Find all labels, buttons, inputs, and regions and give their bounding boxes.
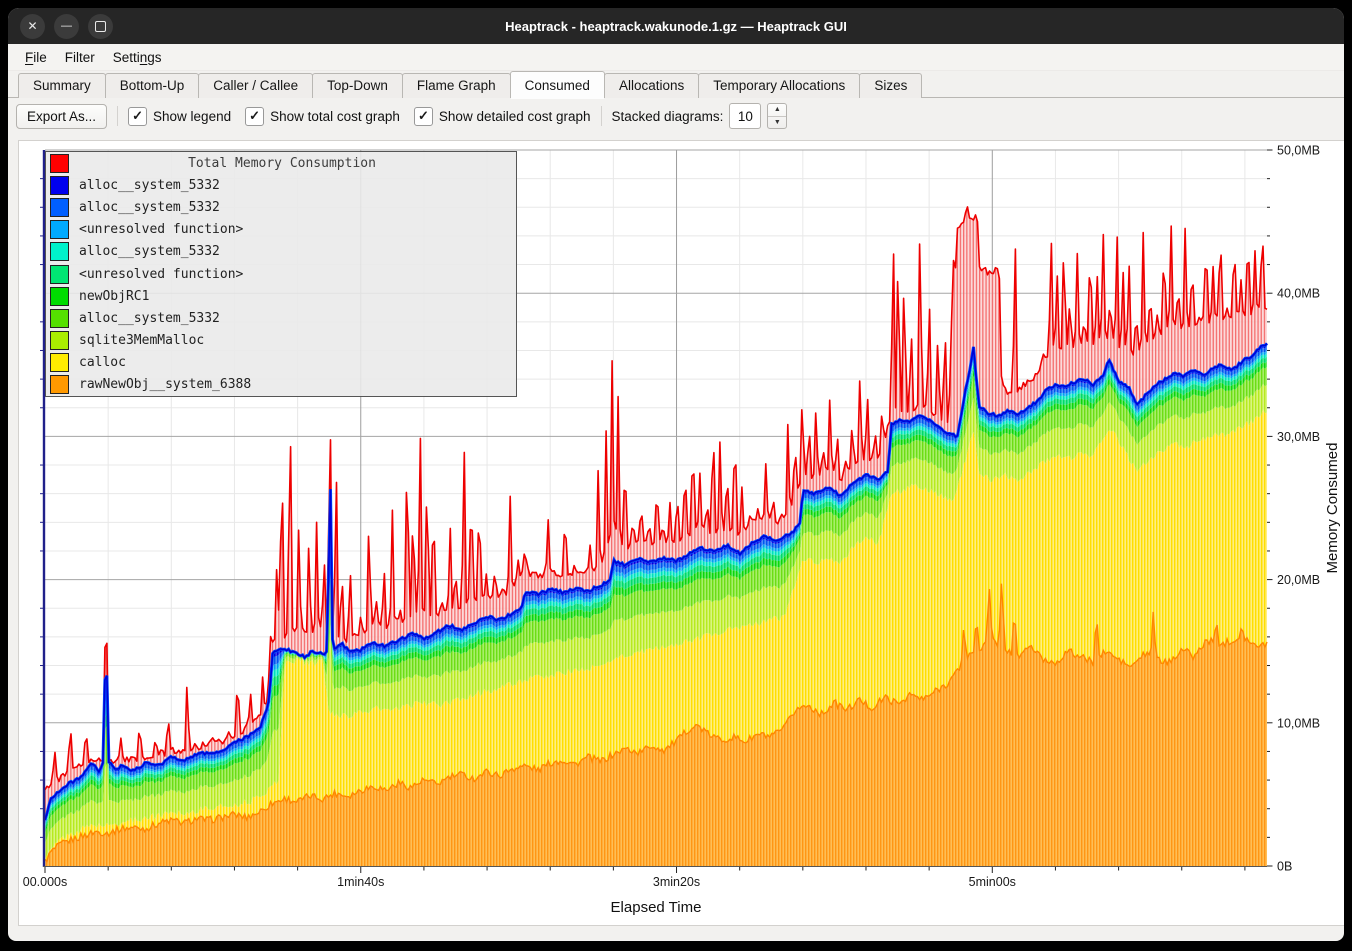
- legend-item: alloc__system_5332: [46, 307, 516, 329]
- x-tick-label: 1min40s: [337, 875, 384, 889]
- minimize-icon: —: [61, 21, 72, 32]
- tab-sizes[interactable]: Sizes: [859, 73, 922, 98]
- tab-bottom-up[interactable]: Bottom-Up: [105, 73, 200, 98]
- legend-label: alloc__system_5332: [79, 200, 220, 215]
- legend-item: alloc__system_5332: [46, 241, 516, 263]
- export-as-button[interactable]: Export As...: [16, 104, 107, 129]
- legend-title: Total Memory Consumption: [69, 156, 495, 171]
- tab-allocations[interactable]: Allocations: [604, 73, 699, 98]
- y-tick-label: 0B: [1277, 860, 1292, 874]
- checkbox-label: Show legend: [153, 109, 231, 124]
- legend-title-row: Total Memory Consumption: [46, 152, 516, 174]
- legend-swatch-icon: [50, 331, 69, 350]
- legend-swatch-icon: [50, 309, 69, 328]
- tab-flame-graph[interactable]: Flame Graph: [402, 73, 511, 98]
- app-window: ✕ — Heaptrack - heaptrack.wakunode.1.gz …: [8, 8, 1344, 941]
- legend-swatch-icon: [50, 242, 69, 261]
- legend-item: rawNewObj__system_6388: [46, 374, 516, 396]
- legend-item: <unresolved function>: [46, 263, 516, 285]
- y-tick-label: 50,0MB: [1277, 144, 1320, 158]
- spin-down-icon[interactable]: ▼: [768, 117, 786, 129]
- stacked-diagrams-control: Stacked diagrams: 10 ▲ ▼: [612, 103, 788, 129]
- legend-label: sqlite3MemMalloc: [79, 333, 204, 348]
- legend-swatch-icon: [50, 353, 69, 372]
- legend-swatch-icon: [50, 375, 69, 394]
- window-controls: ✕ —: [20, 14, 113, 39]
- x-tick-label: 5min00s: [969, 875, 1016, 889]
- tab-caller-callee[interactable]: Caller / Callee: [198, 73, 313, 98]
- window-title: Heaptrack - heaptrack.wakunode.1.gz — He…: [8, 19, 1344, 34]
- checkmark-icon: ✓: [245, 107, 264, 126]
- stacked-diagrams-label: Stacked diagrams:: [612, 109, 724, 124]
- legend-swatch-icon: [50, 176, 69, 195]
- checkbox-label: Show total cost graph: [270, 109, 400, 124]
- toolbar-separator: [601, 106, 602, 126]
- legend-swatch-icon: [50, 198, 69, 217]
- legend-label: alloc__system_5332: [79, 178, 220, 193]
- toolbar-separator: [117, 106, 118, 126]
- tab-top-down[interactable]: Top-Down: [312, 73, 403, 98]
- legend-swatch-icon: [50, 287, 69, 306]
- menu-settings[interactable]: Settings: [104, 48, 171, 67]
- checkbox-label: Show detailed cost graph: [439, 109, 591, 124]
- titlebar: ✕ — Heaptrack - heaptrack.wakunode.1.gz …: [8, 8, 1344, 44]
- legend-label: alloc__system_5332: [79, 244, 220, 259]
- checkbox-group: ✓ Show legend ✓ Show total cost graph ✓ Show …: [128, 107, 591, 126]
- stacked-diagrams-input[interactable]: 10: [729, 103, 761, 129]
- legend-item: calloc: [46, 352, 516, 374]
- y-tick-label: 30,0MB: [1277, 430, 1320, 444]
- close-icon: ✕: [27, 20, 37, 32]
- x-axis-title: Elapsed Time: [611, 899, 702, 916]
- stacked-diagrams-stepper[interactable]: ▲ ▼: [767, 103, 787, 129]
- y-tick-label: 10,0MB: [1277, 716, 1320, 730]
- menu-file[interactable]: File: [16, 48, 56, 67]
- legend-item: <unresolved function>: [46, 219, 516, 241]
- legend-item: alloc__system_5332: [46, 196, 516, 218]
- legend-label: alloc__system_5332: [79, 311, 220, 326]
- y-tick-label: 20,0MB: [1277, 573, 1320, 587]
- legend-swatch-icon: [50, 154, 69, 173]
- legend-item: sqlite3MemMalloc: [46, 330, 516, 352]
- x-tick-label: 00.000s: [23, 875, 67, 889]
- y-tick-label: 40,0MB: [1277, 287, 1320, 301]
- legend-label: newObjRC1: [79, 289, 149, 304]
- y-axis-title: Memory Consumed: [1324, 443, 1341, 574]
- legend-label: rawNewObj__system_6388: [79, 377, 251, 392]
- spin-up-icon[interactable]: ▲: [768, 104, 786, 117]
- legend-swatch-icon: [50, 265, 69, 284]
- menu-filter[interactable]: Filter: [56, 48, 104, 67]
- screen: ✕ — Heaptrack - heaptrack.wakunode.1.gz …: [0, 0, 1352, 951]
- legend-label: calloc: [79, 355, 126, 370]
- checkbox-show-legend[interactable]: ✓ Show legend: [128, 107, 231, 126]
- close-button[interactable]: ✕: [20, 14, 45, 39]
- legend-item: alloc__system_5332: [46, 174, 516, 196]
- legend-label: <unresolved function>: [79, 222, 243, 237]
- maximize-icon: [95, 21, 106, 32]
- consumed-chart-panel: 00.000s 1min40s 3min20s 5min00s 0B 10,0MB 20,0…: [18, 140, 1344, 926]
- chart-legend: Total Memory Consumption alloc__system_53…: [45, 151, 517, 397]
- legend-item: newObjRC1: [46, 285, 516, 307]
- tab-temporary-allocations[interactable]: Temporary Allocations: [698, 73, 860, 98]
- toolbar: Export As... ✓ Show legend ✓ Show total cos…: [8, 98, 1344, 134]
- checkbox-show-detailed-cost-graph[interactable]: ✓ Show detailed cost graph: [414, 107, 591, 126]
- checkbox-show-total-cost-graph[interactable]: ✓ Show total cost graph: [245, 107, 400, 126]
- maximize-button[interactable]: [88, 14, 113, 39]
- menubar: FileFilterSettings: [8, 44, 1344, 71]
- tab-bar: SummaryBottom-UpCaller / CalleeTop-DownF…: [8, 71, 1344, 98]
- legend-swatch-icon: [50, 220, 69, 239]
- legend-label: <unresolved function>: [79, 267, 243, 282]
- checkmark-icon: ✓: [414, 107, 433, 126]
- tab-consumed[interactable]: Consumed: [510, 71, 605, 98]
- x-tick-label: 3min20s: [653, 875, 700, 889]
- checkmark-icon: ✓: [128, 107, 147, 126]
- minimize-button[interactable]: —: [54, 14, 79, 39]
- tab-summary[interactable]: Summary: [18, 73, 106, 98]
